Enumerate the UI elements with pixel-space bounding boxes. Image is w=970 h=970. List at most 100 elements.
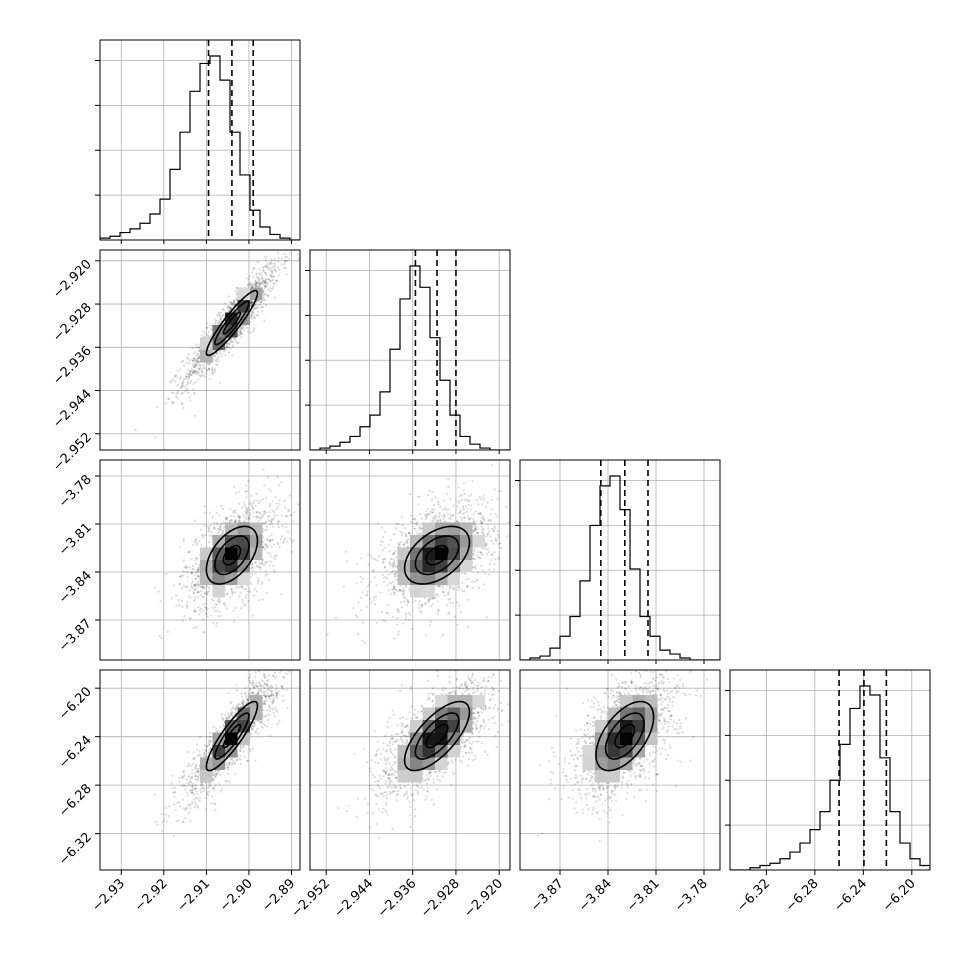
scatter-point <box>269 502 272 506</box>
scatter-point <box>255 281 258 284</box>
scatter-point <box>498 557 501 560</box>
scatter-point <box>179 386 182 389</box>
scatter-point <box>195 360 198 363</box>
scatter-point <box>268 710 272 713</box>
scatter-point <box>492 529 496 533</box>
scatter-point <box>430 604 433 607</box>
scatter-point <box>231 591 234 594</box>
scatter-point <box>239 516 242 519</box>
scatter-point <box>390 582 393 585</box>
scatter-point <box>158 634 161 637</box>
scatter-point <box>250 582 253 586</box>
density-cell <box>200 572 213 585</box>
scatter-point <box>250 303 253 306</box>
scatter-point <box>134 428 137 431</box>
scatter-point <box>175 820 178 823</box>
scatter-point <box>197 574 200 578</box>
scatter-point <box>355 615 358 618</box>
scatter-point <box>417 606 421 610</box>
scatter-point <box>446 508 450 511</box>
scatter-point <box>225 717 228 720</box>
scatter-point <box>253 266 256 269</box>
scatter-point <box>415 523 419 526</box>
scatter-point <box>257 692 260 695</box>
scatter-point <box>254 724 257 727</box>
scatter-point <box>266 537 269 541</box>
scatter-point <box>393 573 396 576</box>
scatter-point <box>198 540 201 543</box>
scatter-point <box>457 486 460 489</box>
scatter-point <box>228 307 232 310</box>
scatter-point <box>186 391 190 394</box>
scatter-point <box>494 558 497 561</box>
scatter-point <box>285 672 288 675</box>
scatter-point <box>182 379 185 382</box>
scatter-point <box>198 349 201 352</box>
scatter-point <box>437 584 440 588</box>
scatter-point <box>409 531 412 534</box>
scatter-point <box>198 797 201 800</box>
scatter-point <box>280 514 283 517</box>
scatter-point <box>231 711 235 714</box>
scatter-point <box>183 377 186 380</box>
density-cell <box>212 572 225 585</box>
scatter-point <box>195 346 198 349</box>
scatter-point <box>217 355 220 359</box>
scatter-point <box>193 391 196 395</box>
scatter-point <box>481 521 484 524</box>
scatter-point <box>194 768 197 771</box>
scatter-point <box>192 568 195 571</box>
scatter-point <box>256 580 260 583</box>
scatter-point <box>441 587 444 590</box>
scatter-point <box>283 260 286 263</box>
scatter-point <box>189 778 192 781</box>
scatter-point <box>187 595 191 598</box>
scatter-point <box>270 279 273 282</box>
scatter-point <box>201 585 204 588</box>
scatter-point <box>252 721 255 724</box>
scatter-point <box>197 591 200 594</box>
scatter-point <box>436 612 439 615</box>
scatter-point <box>271 647 273 649</box>
scatter-point <box>196 361 199 364</box>
scatter-point <box>250 314 253 317</box>
scatter-point <box>403 591 406 594</box>
scatter-point <box>201 371 205 375</box>
scatter-point <box>194 783 197 787</box>
scatter-point <box>395 527 398 530</box>
scatter-point <box>252 681 255 684</box>
scatter-point <box>393 559 396 562</box>
scatter-point <box>265 255 268 258</box>
scatter-point <box>269 489 273 493</box>
scatter-point <box>207 793 210 796</box>
scatter-point <box>174 374 177 377</box>
scatter-point <box>381 540 384 543</box>
scatter-point <box>427 600 430 603</box>
scatter-point <box>255 685 259 688</box>
scatter-point <box>438 584 442 588</box>
scatter-point <box>377 555 381 558</box>
scatter-point <box>449 513 452 516</box>
scatter-point <box>270 520 273 523</box>
scatter-point <box>188 789 192 792</box>
scatter-point <box>253 684 256 687</box>
scatter-point <box>182 538 185 541</box>
scatter-point <box>472 550 475 553</box>
scatter-point <box>189 381 192 384</box>
scatter-point <box>251 679 254 682</box>
scatter-point <box>280 684 283 688</box>
scatter-point <box>427 512 430 515</box>
scatter-point <box>394 570 397 573</box>
scatter-point <box>188 374 191 377</box>
scatter-point <box>188 589 191 592</box>
scatter-point <box>263 292 267 296</box>
scatter-point <box>443 507 446 510</box>
scatter-point <box>194 587 198 590</box>
scatter-point <box>174 808 177 811</box>
scatter-point <box>239 746 242 749</box>
scatter-point <box>181 619 185 622</box>
scatter-point <box>230 518 233 522</box>
scatter-point <box>276 514 279 517</box>
scatter-point <box>251 502 254 505</box>
scatter-point <box>185 604 188 607</box>
